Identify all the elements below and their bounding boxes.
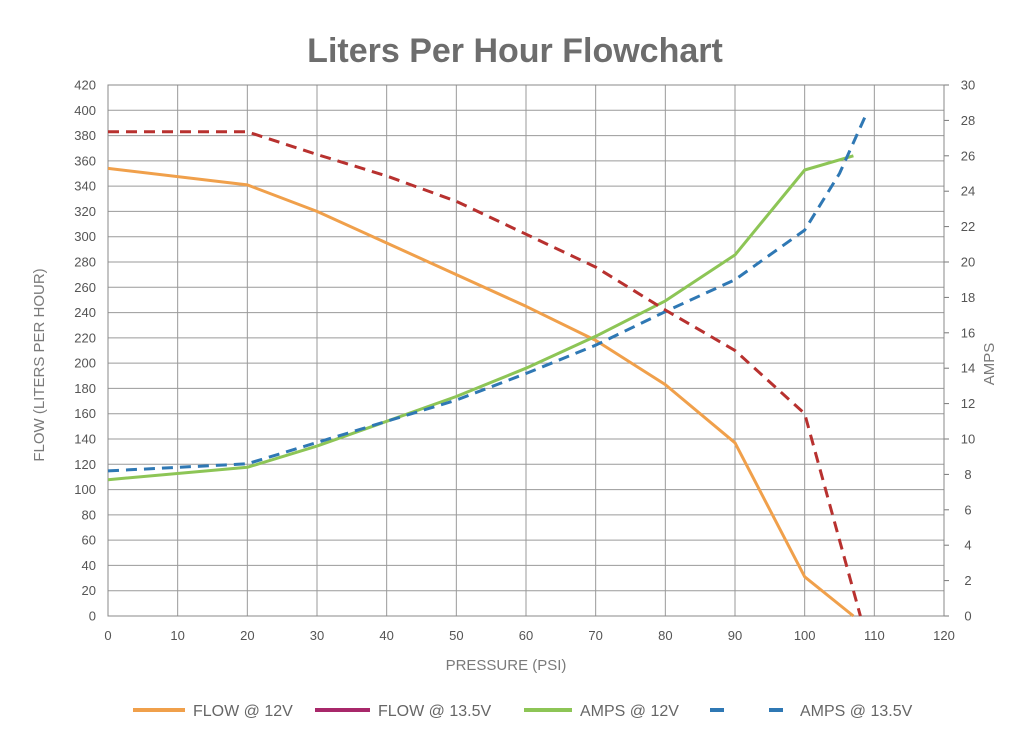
x-tick-label: 40: [379, 628, 393, 643]
y-left-tick-label: 280: [74, 255, 96, 270]
y-left-tick-label: 120: [74, 457, 96, 472]
x-tick-label: 110: [864, 628, 885, 643]
y-left-tick-label: 100: [74, 482, 96, 497]
y-left-tick-label: 0: [89, 609, 96, 624]
y-right-tick-label: 4: [964, 538, 971, 553]
y-left-tick-label: 20: [82, 583, 96, 598]
y-left-tick-label: 200: [74, 356, 96, 371]
x-tick-label: 0: [104, 628, 111, 643]
y-axis-right-label: AMPS: [981, 343, 998, 386]
x-tick-label: 100: [794, 628, 816, 643]
series-line-flow-12v: [107, 166, 855, 618]
x-tick-label: 30: [310, 628, 324, 643]
grid: [107, 84, 949, 617]
legend-item: AMPS @ 13.5V: [710, 703, 913, 720]
legend-item: FLOW @ 12V: [133, 703, 293, 720]
y-left-tick-label: 180: [74, 381, 96, 396]
legend: FLOW @ 12V FLOW @ 13.5V AMPS @ 12V AMPS @ 1…: [133, 703, 913, 720]
y-right-tick-label: 24: [961, 184, 975, 199]
y-left-tick-label: 400: [74, 103, 96, 118]
x-tick-label: 10: [170, 628, 184, 643]
y-left-tick-label: 380: [74, 128, 96, 143]
plot-frame: [107, 84, 945, 617]
legend-label: FLOW @ 12V: [193, 703, 293, 720]
legend-label: AMPS @ 13.5V: [800, 703, 913, 720]
chart-title: Liters Per Hour Flowchart: [307, 32, 723, 70]
y-right-tick-label: 2: [964, 573, 971, 588]
y-left-tick-label: 240: [74, 305, 96, 320]
x-tick-label: 60: [519, 628, 533, 643]
y-left-tick-label: 60: [82, 533, 96, 548]
legend-label: AMPS @ 12V: [580, 703, 679, 720]
series-line-amps-13-5v: [107, 110, 869, 473]
legend-item: AMPS @ 12V: [524, 703, 679, 720]
y-left-tick-label: 160: [74, 406, 96, 421]
y-left-tick-label: 80: [82, 507, 96, 522]
y-right-tick-label: 16: [961, 325, 975, 340]
y-left-tick-label: 420: [74, 78, 96, 93]
series-line-amps-12v: [107, 154, 854, 482]
y-right-tick-label: 26: [961, 148, 975, 163]
x-tick-label: 20: [240, 628, 254, 643]
y-right-tick-label: 6: [964, 502, 971, 517]
legend-label: FLOW @ 13.5V: [378, 703, 491, 720]
y-left-tick-label: 300: [74, 229, 96, 244]
y-right-tick-label: 30: [961, 78, 975, 93]
x-tick-label: 70: [588, 628, 602, 643]
y-right-tick-label: 20: [961, 255, 975, 270]
y-axis-left-label: FLOW (LITERS PER HOUR): [31, 268, 48, 461]
y-right-tick-label: 10: [961, 432, 975, 447]
y-left-tick-label: 220: [74, 330, 96, 345]
y-right-tick-label: 22: [961, 219, 975, 234]
x-tick-label: 120: [933, 628, 955, 643]
y-left-tick-label: 340: [74, 179, 96, 194]
y-left-tick-label: 40: [82, 558, 96, 573]
y-right-tick-label: 14: [961, 361, 975, 376]
y-right-tick-label: 8: [964, 467, 971, 482]
y-right-tick-label: 12: [961, 396, 975, 411]
x-tick-label: 90: [728, 628, 742, 643]
y-right-tick-label: 28: [961, 113, 975, 128]
y-right-tick-label: 0: [964, 609, 971, 624]
y-left-tick-label: 140: [74, 432, 96, 447]
y-left-tick-label: 260: [74, 280, 96, 295]
series-lines: [107, 110, 869, 618]
x-tick-label: 80: [658, 628, 672, 643]
tick-labels: 0 10 20 30 40 50 60 70 80 90 100 110 120020406080100…: [74, 78, 975, 644]
y-right-tick-label: 18: [961, 290, 975, 305]
y-left-tick-label: 320: [74, 204, 96, 219]
x-axis-label: PRESSURE (PSI): [446, 657, 567, 674]
y-left-tick-label: 360: [74, 153, 96, 168]
x-tick-label: 50: [449, 628, 463, 643]
series-line-flow-13-5v: [108, 130, 862, 617]
legend-item: FLOW @ 13.5V: [315, 703, 491, 720]
